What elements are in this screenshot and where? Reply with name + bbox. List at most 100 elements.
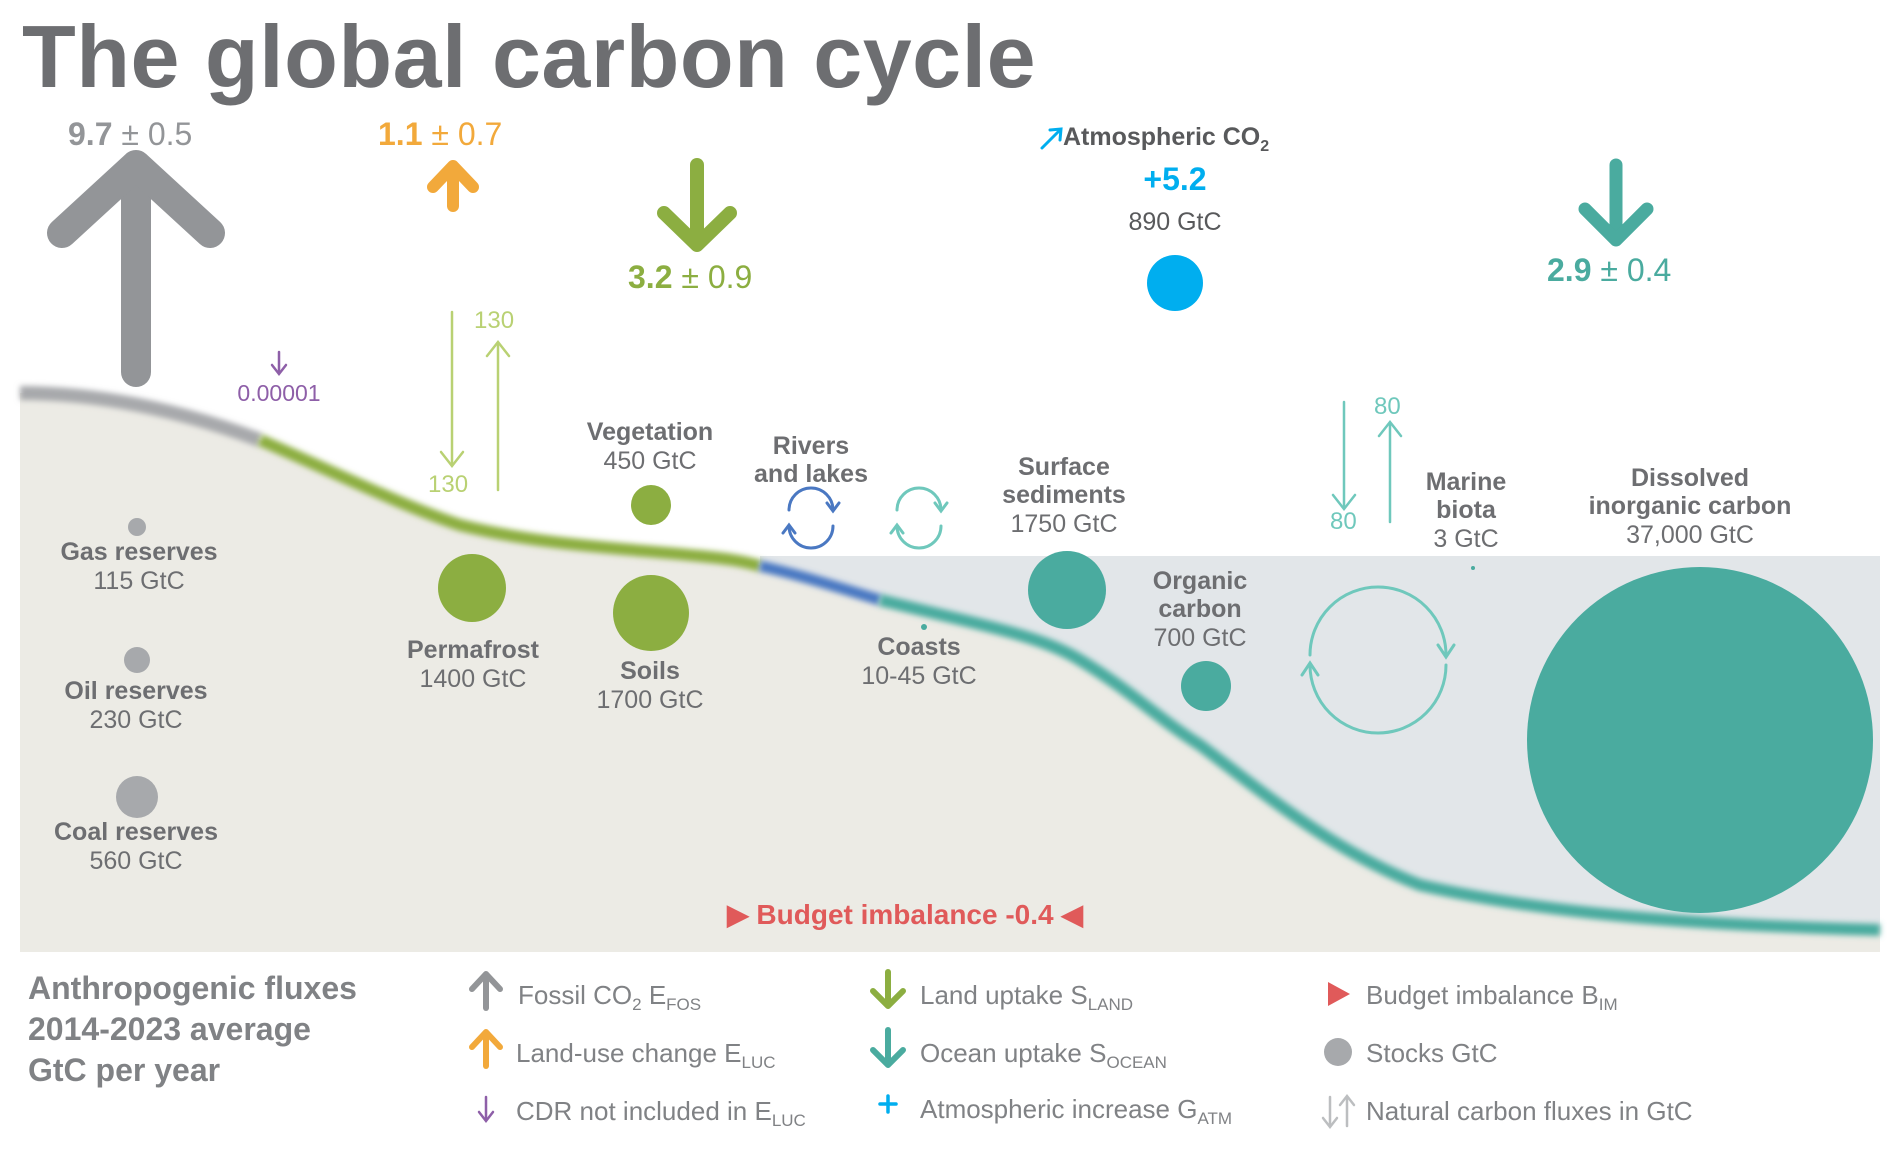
legend-imbalance-label: Budget imbalance B xyxy=(1366,980,1599,1010)
legend-atm-text: Atmospheric increase GATM xyxy=(920,1094,1232,1129)
marine-biota-name1: Marine xyxy=(1425,468,1507,496)
ground-line-green xyxy=(257,434,762,572)
atm-label-sub: 2 xyxy=(1260,138,1270,155)
rivers-name1: Rivers xyxy=(772,432,850,460)
legend-land-icon xyxy=(870,969,906,1009)
imbalance-right-icon: ◀ xyxy=(1061,899,1083,930)
legend-title-line2: 2014-2023 average xyxy=(28,1011,311,1047)
legend-title: Anthropogenic fluxes 2014-2023 average G… xyxy=(28,968,357,1091)
dic-label: Dissolved inorganic carbon 37,000 GtC xyxy=(1589,464,1792,550)
legend-ocean-icon xyxy=(870,1027,906,1068)
legend-imbalance-icon xyxy=(1328,982,1350,1006)
ocean-natural-up-value: 80 xyxy=(1374,393,1401,420)
fossil-flux-unc: ± 0.5 xyxy=(121,116,193,152)
land-flux-value: 3.2 xyxy=(628,259,673,295)
land-uptake-arrow xyxy=(657,158,737,252)
soils-value: 1700 GtC xyxy=(596,686,704,714)
legend-title-line3: GtC per year xyxy=(28,1052,221,1088)
fossil-flux-label: 9.7 ± 0.5 xyxy=(68,116,192,153)
legend-fossil-label: Fossil CO xyxy=(518,980,633,1010)
marine-biota-cycle-icon xyxy=(1300,585,1456,735)
land-flux-unc: ± 0.9 xyxy=(681,259,753,295)
oil-reserves-label: Oil reserves 230 GtC xyxy=(64,677,207,735)
marine-biota-stock xyxy=(1471,566,1475,570)
coal-reserves-stock xyxy=(116,776,158,818)
luc-flux-value: 1.1 xyxy=(378,116,423,152)
vegetation-label: Vegetation 450 GtC xyxy=(587,418,713,476)
rivers-name2: and lakes xyxy=(754,460,868,488)
marine-biota-value: 3 GtC xyxy=(1433,525,1499,553)
ocean-natural-arrows xyxy=(1331,400,1403,524)
coal-reserves-value: 560 GtC xyxy=(89,847,183,875)
ocean-flux-value: 2.9 xyxy=(1547,252,1592,288)
legend-fossil-sub2: FOS xyxy=(666,995,702,1014)
marine-biota-name2: biota xyxy=(1436,496,1496,524)
legend-title-line1: Anthropogenic fluxes xyxy=(28,970,357,1006)
legend-fossil-icon xyxy=(469,971,503,1011)
atm-small-arrow xyxy=(1040,127,1063,150)
coasts-label: Coasts 10-45 GtC xyxy=(861,633,976,691)
oil-reserves-value: 230 GtC xyxy=(89,706,183,734)
ground-line-blue xyxy=(758,560,882,606)
atmosphere-stock xyxy=(1147,255,1203,311)
organic-carbon-value: 700 GtC xyxy=(1153,624,1247,652)
land-natural-down-value: 130 xyxy=(428,471,469,498)
legend-ocean-text: Ocean uptake SOCEAN xyxy=(920,1038,1167,1073)
vegetation-value: 450 GtC xyxy=(603,447,697,475)
permafrost-value: 1400 GtC xyxy=(419,665,527,693)
legend-land-text: Land uptake SLAND xyxy=(920,980,1133,1015)
atm-label-text: Atmospheric CO xyxy=(1063,123,1261,151)
legend-land-sub: LAND xyxy=(1087,995,1134,1014)
cdr-arrow xyxy=(270,350,288,377)
legend-land-label: Land uptake S xyxy=(920,980,1088,1010)
legend-atm-sub: ATM xyxy=(1197,1109,1233,1128)
legend-icons-svg xyxy=(469,969,1356,1130)
page-title: The global carbon cycle xyxy=(22,7,1037,106)
permafrost-stock xyxy=(438,554,506,622)
gas-reserves-label: Gas reserves 115 GtC xyxy=(60,538,217,596)
organic-carbon-name2: carbon xyxy=(1158,595,1242,623)
legend-luc-icon xyxy=(469,1029,503,1069)
land-natural-up-value: 130 xyxy=(474,307,515,334)
coasts-value: 10-45 GtC xyxy=(861,662,977,690)
soils-label: Soils 1700 GtC xyxy=(596,657,703,715)
surface-sediments-value: 1750 GtC xyxy=(1010,510,1118,538)
dic-name2: inorganic carbon xyxy=(1588,492,1792,520)
dic-name1: Dissolved xyxy=(1630,464,1750,492)
surface-sediments-label: Surface sediments 1750 GtC xyxy=(1002,453,1126,539)
surface-sediments-stock xyxy=(1028,551,1106,629)
legend-imbalance-sub: IM xyxy=(1598,995,1618,1014)
surface-sediments-name1: Surface xyxy=(1018,453,1110,481)
legend-fossil-label2: E xyxy=(641,980,667,1010)
legend-ocean-sub: OCEAN xyxy=(1106,1053,1167,1072)
soils-name: Soils xyxy=(620,657,680,685)
ground-line-gray xyxy=(19,386,263,447)
fossil-flux-value: 9.7 xyxy=(68,116,113,152)
legend-stocks-text: Stocks GtC xyxy=(1366,1038,1498,1068)
legend-cdr-icon xyxy=(477,1095,495,1124)
soils-stock xyxy=(613,575,689,651)
legend-fossil-text: Fossil CO2 EFOS xyxy=(518,980,701,1015)
ocean-natural-down-value: 80 xyxy=(1330,508,1357,535)
legend-cdr-label: CDR not included in E xyxy=(516,1096,772,1126)
legend-atm-label: Atmospheric increase G xyxy=(920,1094,1198,1124)
atm-label: Atmospheric CO2 xyxy=(1063,123,1269,156)
organic-carbon-label: Organic carbon 700 GtC xyxy=(1153,567,1247,653)
ocean-uptake-arrow xyxy=(1578,158,1654,247)
rivers-cycle-icon xyxy=(781,486,841,550)
legend-fossil-sub1: 2 xyxy=(632,995,642,1014)
coasts-cycle-icon xyxy=(889,486,949,550)
cdr-flux-value: 0.00001 xyxy=(237,380,321,406)
legend-cdr-text: CDR not included in ELUC xyxy=(516,1096,806,1131)
legend-luc-label: Land-use change E xyxy=(516,1038,742,1068)
legend-luc-text: Land-use change ELUC xyxy=(516,1038,776,1073)
fossil-arrow xyxy=(47,150,225,387)
luc-flux-unc: ± 0.7 xyxy=(431,116,503,152)
gas-reserves-stock xyxy=(128,518,146,536)
gas-reserves-name: Gas reserves xyxy=(60,538,218,566)
legend-atm-icon xyxy=(878,1094,898,1114)
coasts-name: Coasts xyxy=(877,633,961,661)
coal-reserves-label: Coal reserves 560 GtC xyxy=(54,818,218,876)
